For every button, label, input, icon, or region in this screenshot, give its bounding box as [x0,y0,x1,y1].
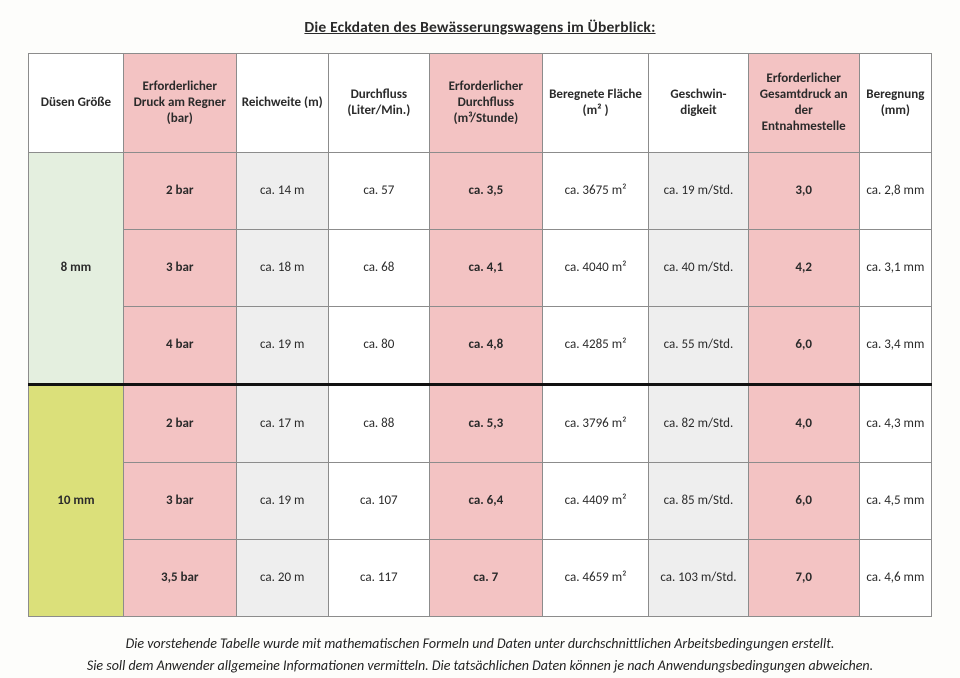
table-cell: 6,0 [748,463,859,540]
table-cell: ca. 107 [328,463,429,540]
col-header: Beregnung (mm) [859,54,931,153]
table-cell: ca. 3,5 [429,153,542,230]
table-cell: ca. 4,6 mm [859,540,931,617]
table-cell: ca. 5,3 [429,385,542,463]
table-cell: ca. 2,8 mm [859,153,931,230]
table-cell: ca. 3796 m² [542,385,649,463]
table-body: 8 mm2 barca. 14 mca. 57ca. 3,5ca. 3675 m… [29,153,932,617]
table-row: 10 mm2 barca. 17 mca. 88ca. 5,3ca. 3796 … [29,385,932,463]
table-cell: ca. 17 m [236,385,328,463]
table-cell: ca. 19 m [236,307,328,385]
table-cell: ca. 103 m/Std. [649,540,748,617]
table-cell: ca. 88 [328,385,429,463]
table-cell: ca. 3675 m² [542,153,649,230]
table-cell: ca. 117 [328,540,429,617]
table-cell: ca. 57 [328,153,429,230]
table-cell: 3,5 bar [123,540,236,617]
table-cell: 3,0 [748,153,859,230]
table-cell: ca. 19 m [236,463,328,540]
footnote-line-1: Die vorstehende Tabelle wurde mit mathem… [126,635,835,652]
table-cell: ca. 4409 m² [542,463,649,540]
table-cell: ca. 4285 m² [542,307,649,385]
col-header: Beregnete Fläche (m² ) [542,54,649,153]
table-row: 3,5 barca. 20 mca. 117ca. 7ca. 4659 m²ca… [29,540,932,617]
table-cell: ca. 80 [328,307,429,385]
table-cell: 4,2 [748,230,859,307]
col-header: Geschwin-digkeit [649,54,748,153]
table-cell: ca. 4,1 [429,230,542,307]
nozzle-size-cell: 8 mm [29,153,124,385]
table-cell: 4 bar [123,307,236,385]
table-cell: ca. 4,5 mm [859,463,931,540]
table-cell: ca. 7 [429,540,542,617]
page: Die Eckdaten des Bewässerungswagens im Ü… [0,0,960,678]
table-cell: 2 bar [123,153,236,230]
table-cell: ca. 4,3 mm [859,385,931,463]
col-header: Düsen Größe [29,54,124,153]
table-cell: 3 bar [123,230,236,307]
col-header: Erforderlicher Druck am Regner (bar) [123,54,236,153]
table-cell: ca. 18 m [236,230,328,307]
table-cell: ca. 3,1 mm [859,230,931,307]
table-cell: ca. 68 [328,230,429,307]
table-cell: ca. 4,8 [429,307,542,385]
table-cell: 3 bar [123,463,236,540]
col-header: Durchfluss (Liter/Min.) [328,54,429,153]
col-header: Erforderlicher Durchfluss (m³/Stunde) [429,54,542,153]
table-row: 8 mm2 barca. 14 mca. 57ca. 3,5ca. 3675 m… [29,153,932,230]
table-cell: ca. 14 m [236,153,328,230]
page-title: Die Eckdaten des Bewässerungswagens im Ü… [28,18,932,37]
table-cell: ca. 40 m/Std. [649,230,748,307]
table-row: 3 barca. 19 mca. 107ca. 6,4ca. 4409 m²ca… [29,463,932,540]
table-cell: ca. 19 m/Std. [649,153,748,230]
spec-table: Düsen GrößeErforderlicher Druck am Regne… [28,53,932,617]
table-row: 3 barca. 18 mca. 68ca. 4,1ca. 4040 m²ca.… [29,230,932,307]
table-cell: 7,0 [748,540,859,617]
table-header-row: Düsen GrößeErforderlicher Druck am Regne… [29,54,932,153]
table-cell: ca. 85 m/Std. [649,463,748,540]
table-cell: 6,0 [748,307,859,385]
table-cell: ca. 4659 m² [542,540,649,617]
col-header: Reichweite (m) [236,54,328,153]
table-cell: 4,0 [748,385,859,463]
table-cell: ca. 4040 m² [542,230,649,307]
table-cell: ca. 6,4 [429,463,542,540]
footnote: Die vorstehende Tabelle wurde mit mathem… [28,633,932,678]
table-row: 4 barca. 19 mca. 80ca. 4,8ca. 4285 m²ca.… [29,307,932,385]
nozzle-size-cell: 10 mm [29,385,124,617]
table-cell: ca. 82 m/Std. [649,385,748,463]
table-cell: ca. 20 m [236,540,328,617]
table-cell: ca. 55 m/Std. [649,307,748,385]
table-cell: 2 bar [123,385,236,463]
col-header: Erforderlicher Gesamtdruck an der Entnah… [748,54,859,153]
footnote-line-2: Sie soll dem Anwender allgemeine Informa… [87,657,873,674]
table-cell: ca. 3,4 mm [859,307,931,385]
